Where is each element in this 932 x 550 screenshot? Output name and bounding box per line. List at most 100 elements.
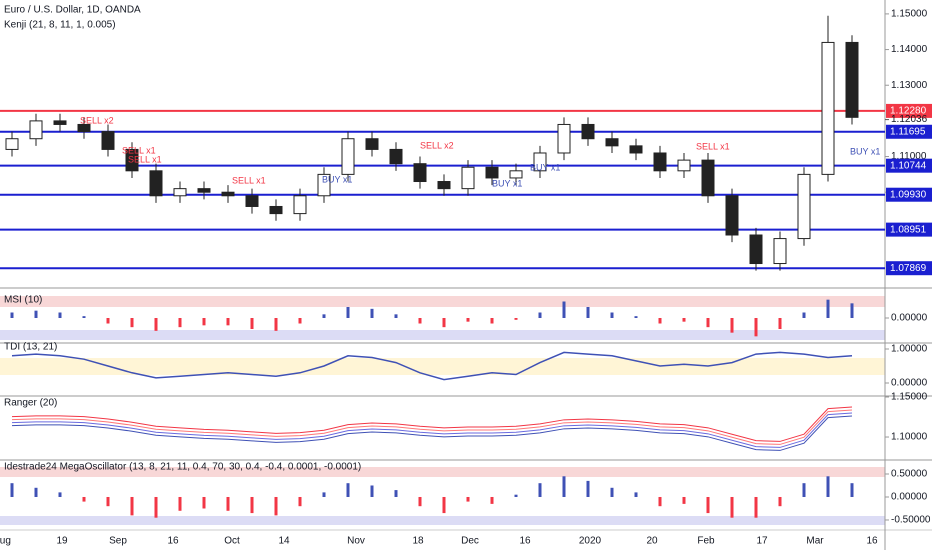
candle-body bbox=[725, 195, 739, 236]
level-label-box bbox=[886, 222, 932, 237]
signal-label: BUY x1 bbox=[492, 178, 522, 188]
panel-tick-label: -0.50000 bbox=[891, 515, 931, 526]
histogram-bar bbox=[82, 496, 86, 502]
histogram-bar bbox=[418, 496, 422, 507]
msi-lower-zone bbox=[0, 330, 885, 340]
histogram-bar bbox=[514, 494, 518, 497]
histogram-bar bbox=[418, 318, 422, 324]
histogram-bar bbox=[466, 496, 470, 502]
histogram-bar bbox=[322, 492, 326, 497]
candle-body bbox=[269, 205, 283, 215]
candle-body bbox=[413, 163, 427, 183]
panel-tick-label: 0.50000 bbox=[891, 469, 928, 480]
histogram-bar bbox=[10, 312, 14, 318]
indicator-title: Kenji (21, 8, 11, 1, 0.005) bbox=[4, 20, 116, 31]
current-price-label: 1.12036 bbox=[891, 114, 928, 125]
candle-body bbox=[101, 131, 115, 150]
histogram-bar bbox=[34, 310, 38, 318]
ranger-line bbox=[11, 415, 853, 451]
time-label: 14 bbox=[278, 536, 290, 547]
histogram-bar bbox=[154, 318, 158, 331]
candle-body bbox=[53, 120, 67, 125]
histogram-bar bbox=[610, 487, 614, 497]
histogram-bar bbox=[730, 496, 734, 518]
level-label: 1.09930 bbox=[890, 189, 927, 200]
candle-body bbox=[701, 159, 715, 197]
candle-body bbox=[245, 195, 259, 207]
candle-body bbox=[173, 188, 187, 197]
level-label: 1.11695 bbox=[890, 126, 926, 137]
candle-body bbox=[509, 170, 523, 179]
histogram-bar bbox=[394, 314, 398, 318]
msi-upper-zone bbox=[0, 296, 885, 307]
histogram-bar bbox=[466, 318, 470, 322]
histogram-bar bbox=[802, 483, 806, 497]
signal-label: SELL x2 bbox=[80, 115, 114, 125]
time-label: 20 bbox=[646, 536, 658, 547]
histogram-bar bbox=[178, 496, 182, 511]
time-label: 16 bbox=[167, 536, 179, 547]
candle-body bbox=[29, 120, 43, 140]
histogram-bar bbox=[250, 318, 254, 329]
time-label: 19 bbox=[56, 536, 68, 547]
histogram-bar bbox=[130, 496, 134, 516]
mega-lower-zone bbox=[0, 516, 885, 525]
level-label: 1.07869 bbox=[890, 263, 927, 274]
candle-body bbox=[77, 123, 91, 133]
histogram-bar bbox=[346, 483, 350, 497]
histogram-bar bbox=[682, 496, 686, 504]
signal-label: SELL x2 bbox=[420, 140, 454, 150]
candle-body bbox=[797, 173, 811, 240]
histogram-bar bbox=[442, 496, 446, 514]
histogram-bar bbox=[82, 316, 86, 318]
panel-tick-label: 1.15000 bbox=[891, 392, 928, 403]
histogram-bar bbox=[682, 318, 686, 322]
signal-label: BUY x1 bbox=[850, 146, 880, 156]
panel-tick-label: 0.00000 bbox=[891, 313, 928, 324]
time-label: 17 bbox=[756, 536, 768, 547]
level-label: 1.12280 bbox=[890, 106, 927, 117]
panel-tick-label: 0.00000 bbox=[891, 378, 928, 389]
ranger-line bbox=[11, 406, 853, 442]
histogram-bar bbox=[298, 496, 302, 507]
histogram-bar bbox=[130, 318, 134, 328]
histogram-bar bbox=[778, 318, 782, 329]
price-tick-label: 1.14000 bbox=[891, 44, 928, 55]
level-label-box bbox=[886, 158, 932, 173]
histogram-bar bbox=[514, 318, 518, 320]
panel-title: MSI (10) bbox=[4, 295, 42, 306]
histogram-bar bbox=[706, 496, 710, 514]
ranger-line bbox=[11, 409, 853, 445]
histogram-bar bbox=[490, 496, 494, 504]
histogram-bar bbox=[106, 496, 110, 507]
histogram-bar bbox=[850, 303, 854, 318]
candle-body bbox=[341, 138, 355, 175]
histogram-bar bbox=[538, 483, 542, 497]
histogram-bar bbox=[226, 496, 230, 511]
histogram-bar bbox=[538, 312, 542, 318]
candle-body bbox=[485, 166, 499, 179]
histogram-bar bbox=[202, 496, 206, 509]
level-label-box bbox=[886, 103, 932, 118]
histogram-bar bbox=[274, 318, 278, 331]
candle-body bbox=[437, 181, 451, 190]
histogram-bar bbox=[442, 318, 446, 328]
time-label: Nov bbox=[347, 536, 365, 547]
panel-title: Ranger (20) bbox=[4, 398, 57, 409]
signal-label: SELL x1 bbox=[128, 154, 162, 164]
histogram-bar bbox=[34, 487, 38, 497]
panel-tick-label: 1.10000 bbox=[891, 432, 928, 443]
candle-body bbox=[605, 138, 619, 147]
candle-body bbox=[389, 148, 403, 165]
histogram-bar bbox=[586, 307, 590, 318]
time-label: Mar bbox=[806, 536, 824, 547]
histogram-bar bbox=[610, 312, 614, 318]
signal-label: SELL x1 bbox=[696, 141, 730, 151]
histogram-bar bbox=[298, 318, 302, 324]
histogram-bar bbox=[322, 314, 326, 318]
candle-body bbox=[533, 152, 547, 172]
time-label: 18 bbox=[412, 536, 424, 547]
time-label: 2020 bbox=[579, 536, 602, 547]
